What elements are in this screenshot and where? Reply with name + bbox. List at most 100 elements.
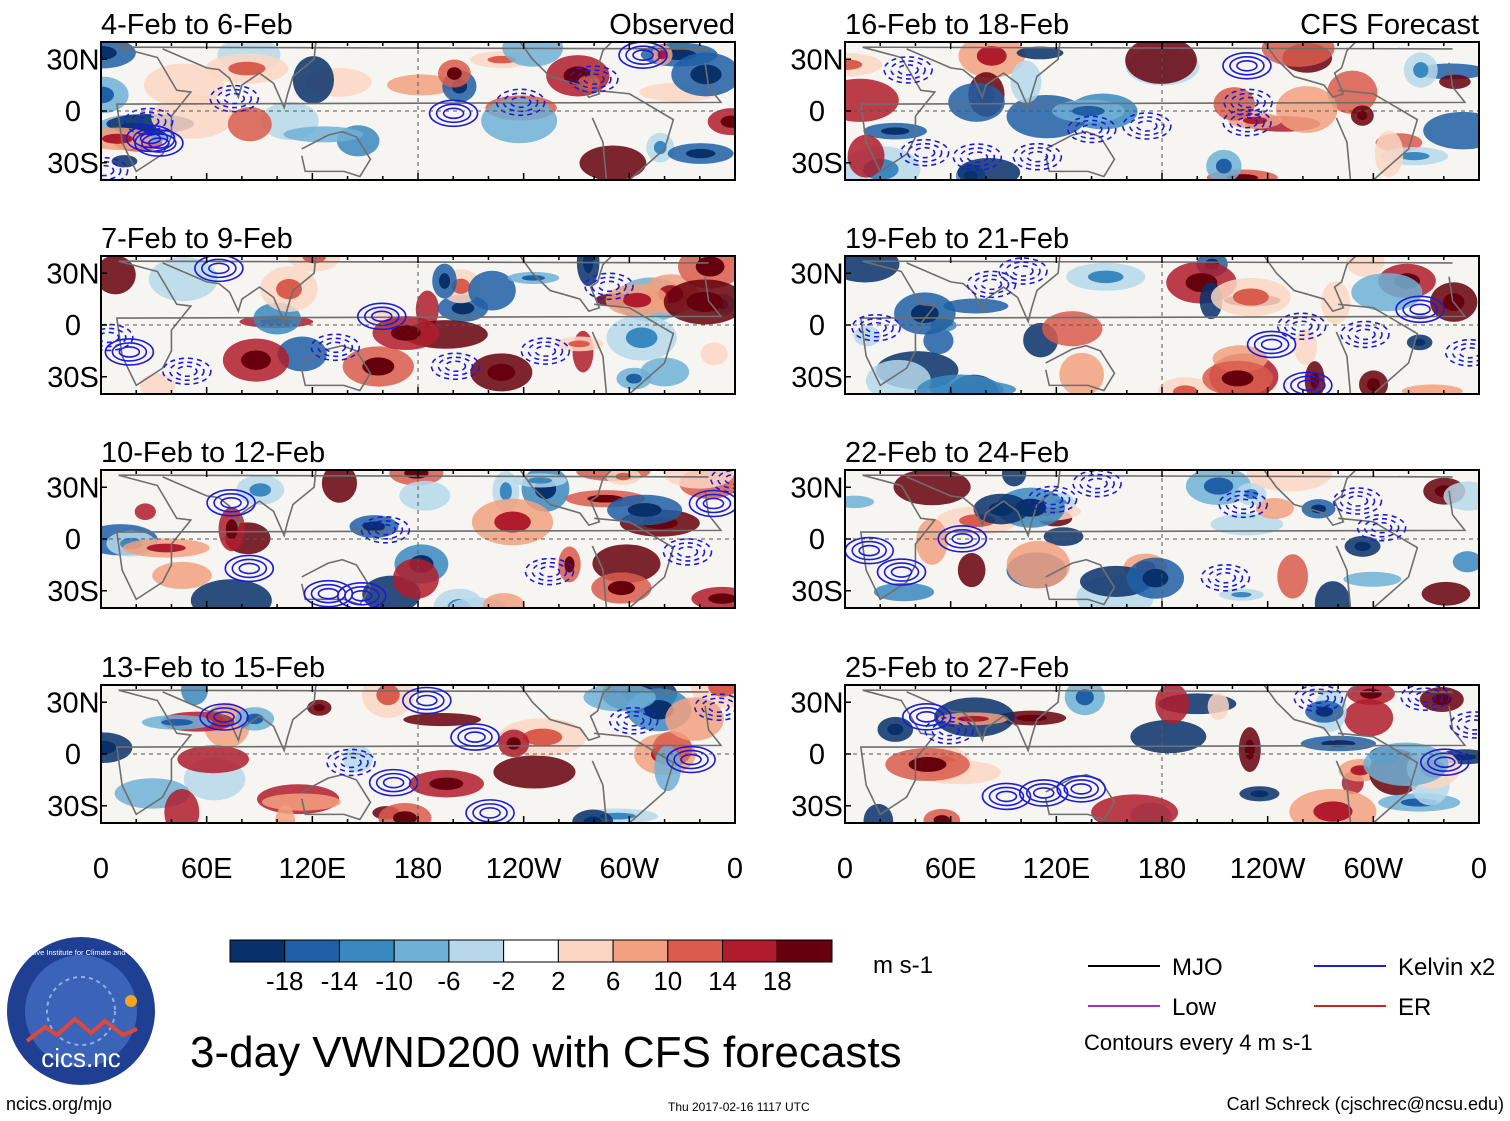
kelvin-contour — [952, 143, 1003, 171]
y-tick-label: 30S — [791, 148, 843, 180]
kelvin-contour — [1283, 316, 1320, 337]
anomaly-blob — [1246, 470, 1333, 492]
anomaly-blob — [943, 298, 1009, 314]
kelvin-contour — [1012, 142, 1063, 171]
kelvin-contour — [1370, 521, 1393, 534]
coastline — [1335, 517, 1419, 608]
kelvin-contour — [350, 590, 373, 602]
anomaly-core — [313, 704, 325, 712]
coastline — [1263, 256, 1357, 313]
anomaly-core — [976, 46, 1007, 66]
anomaly-blob — [387, 74, 456, 96]
coastline — [115, 689, 723, 816]
kelvin-contour — [1237, 96, 1259, 109]
y-tick-label: 30N — [790, 687, 843, 719]
anomaly-core — [241, 350, 271, 370]
kelvin-contour — [1034, 489, 1071, 510]
kelvin-contour — [1222, 51, 1272, 80]
kelvin-contour — [899, 138, 950, 167]
anomaly-field — [845, 42, 1479, 180]
kelvin-contour — [669, 542, 706, 562]
kelvin-contour — [213, 711, 235, 723]
anomaly-blob — [1374, 130, 1404, 177]
anomaly-field — [101, 256, 735, 394]
anomaly-core — [362, 357, 395, 376]
coastline — [519, 256, 613, 313]
kelvin-contour — [1032, 787, 1055, 799]
kelvin-contour — [1229, 112, 1265, 133]
y-tick-label: 30N — [46, 44, 99, 76]
anomaly-blob — [111, 155, 138, 168]
anomaly-core — [1413, 62, 1429, 78]
kelvin-contour — [231, 558, 268, 579]
kelvin-contour — [527, 341, 564, 361]
kelvin-contour — [194, 256, 244, 283]
anomaly-core — [1360, 688, 1382, 699]
x-tick-label: 0 — [837, 853, 853, 885]
kelvin-contour — [435, 103, 472, 124]
y-tick-label: 30N — [46, 258, 99, 290]
y-tick-label: 0 — [65, 310, 81, 342]
anomaly-blob — [893, 470, 971, 506]
panel-date-label: 19-Feb to 21-Feb — [845, 223, 1069, 255]
kelvin-contour — [1232, 498, 1254, 511]
colorbar-tick-label: 10 — [653, 966, 682, 996]
kelvin-contour — [980, 278, 1003, 291]
anomaly-blob — [275, 805, 296, 823]
coastline — [859, 260, 1467, 387]
anomaly-core — [1142, 568, 1169, 588]
y-tick-label: 30S — [47, 576, 99, 608]
anomaly-core — [101, 45, 117, 60]
logo-inner-disc — [25, 955, 137, 1067]
footer-website-link[interactable]: ncics.org/mjo — [6, 1094, 113, 1114]
y-tick-label: 0 — [809, 739, 825, 771]
anomaly-blob — [1343, 571, 1402, 587]
kelvin-contour — [101, 331, 120, 344]
footer-timestamp: Thu 2017-02-16 1117 UTC — [668, 1100, 810, 1114]
kelvin-contour — [450, 723, 500, 751]
kelvin-contour — [1246, 330, 1297, 359]
kelvin-contour — [224, 554, 275, 583]
kelvin-contour — [1253, 334, 1290, 355]
coastline — [1335, 89, 1419, 180]
kelvin-contour — [1018, 779, 1069, 807]
anomaly-blob — [640, 357, 690, 387]
kelvin-contour — [123, 107, 174, 136]
contour-note: Contours every 4 m s-1 — [1084, 1030, 1313, 1055]
coastline — [300, 344, 372, 392]
x-tick-label: 180 — [1138, 853, 1186, 885]
anomaly-core — [720, 115, 735, 128]
anomaly-blob — [1275, 86, 1338, 133]
kelvin-contour — [959, 147, 996, 167]
kelvin-contour — [370, 310, 393, 323]
anomaly-blob — [261, 793, 341, 811]
x-tick-label: 180 — [394, 853, 442, 885]
anomaly-core — [845, 59, 863, 70]
kelvin-contour — [213, 493, 249, 513]
colorbar-tick-label: -2 — [492, 966, 515, 996]
y-tick-label: 0 — [809, 524, 825, 556]
logo-sun — [125, 995, 137, 1007]
kelvin-contour — [216, 88, 253, 109]
kelvin-contour — [101, 164, 115, 177]
kelvin-contour — [995, 790, 1018, 803]
panel-date-label: 22-Feb to 24-Feb — [845, 437, 1069, 469]
kelvin-contour — [598, 280, 620, 293]
x-tick-label: 0 — [727, 853, 743, 885]
kelvin-contour — [531, 561, 568, 582]
kelvin-contour — [524, 557, 575, 586]
x-tick-label: 120E — [1022, 853, 1090, 885]
kelvin-contour — [409, 690, 445, 711]
kelvin-contour — [858, 317, 894, 338]
kelvin-contour — [343, 586, 380, 606]
kelvin-contour — [1283, 371, 1333, 394]
panel-source-label: Observed — [609, 9, 735, 41]
colorbar-swatch — [503, 939, 559, 963]
kelvin-contour — [1072, 470, 1122, 498]
y-tick-label: 30N — [790, 258, 843, 290]
coastline — [906, 685, 1061, 754]
x-tick-label: 0 — [93, 853, 109, 885]
colorbar-swatch — [557, 939, 614, 963]
kelvin-contour — [1300, 688, 1337, 709]
